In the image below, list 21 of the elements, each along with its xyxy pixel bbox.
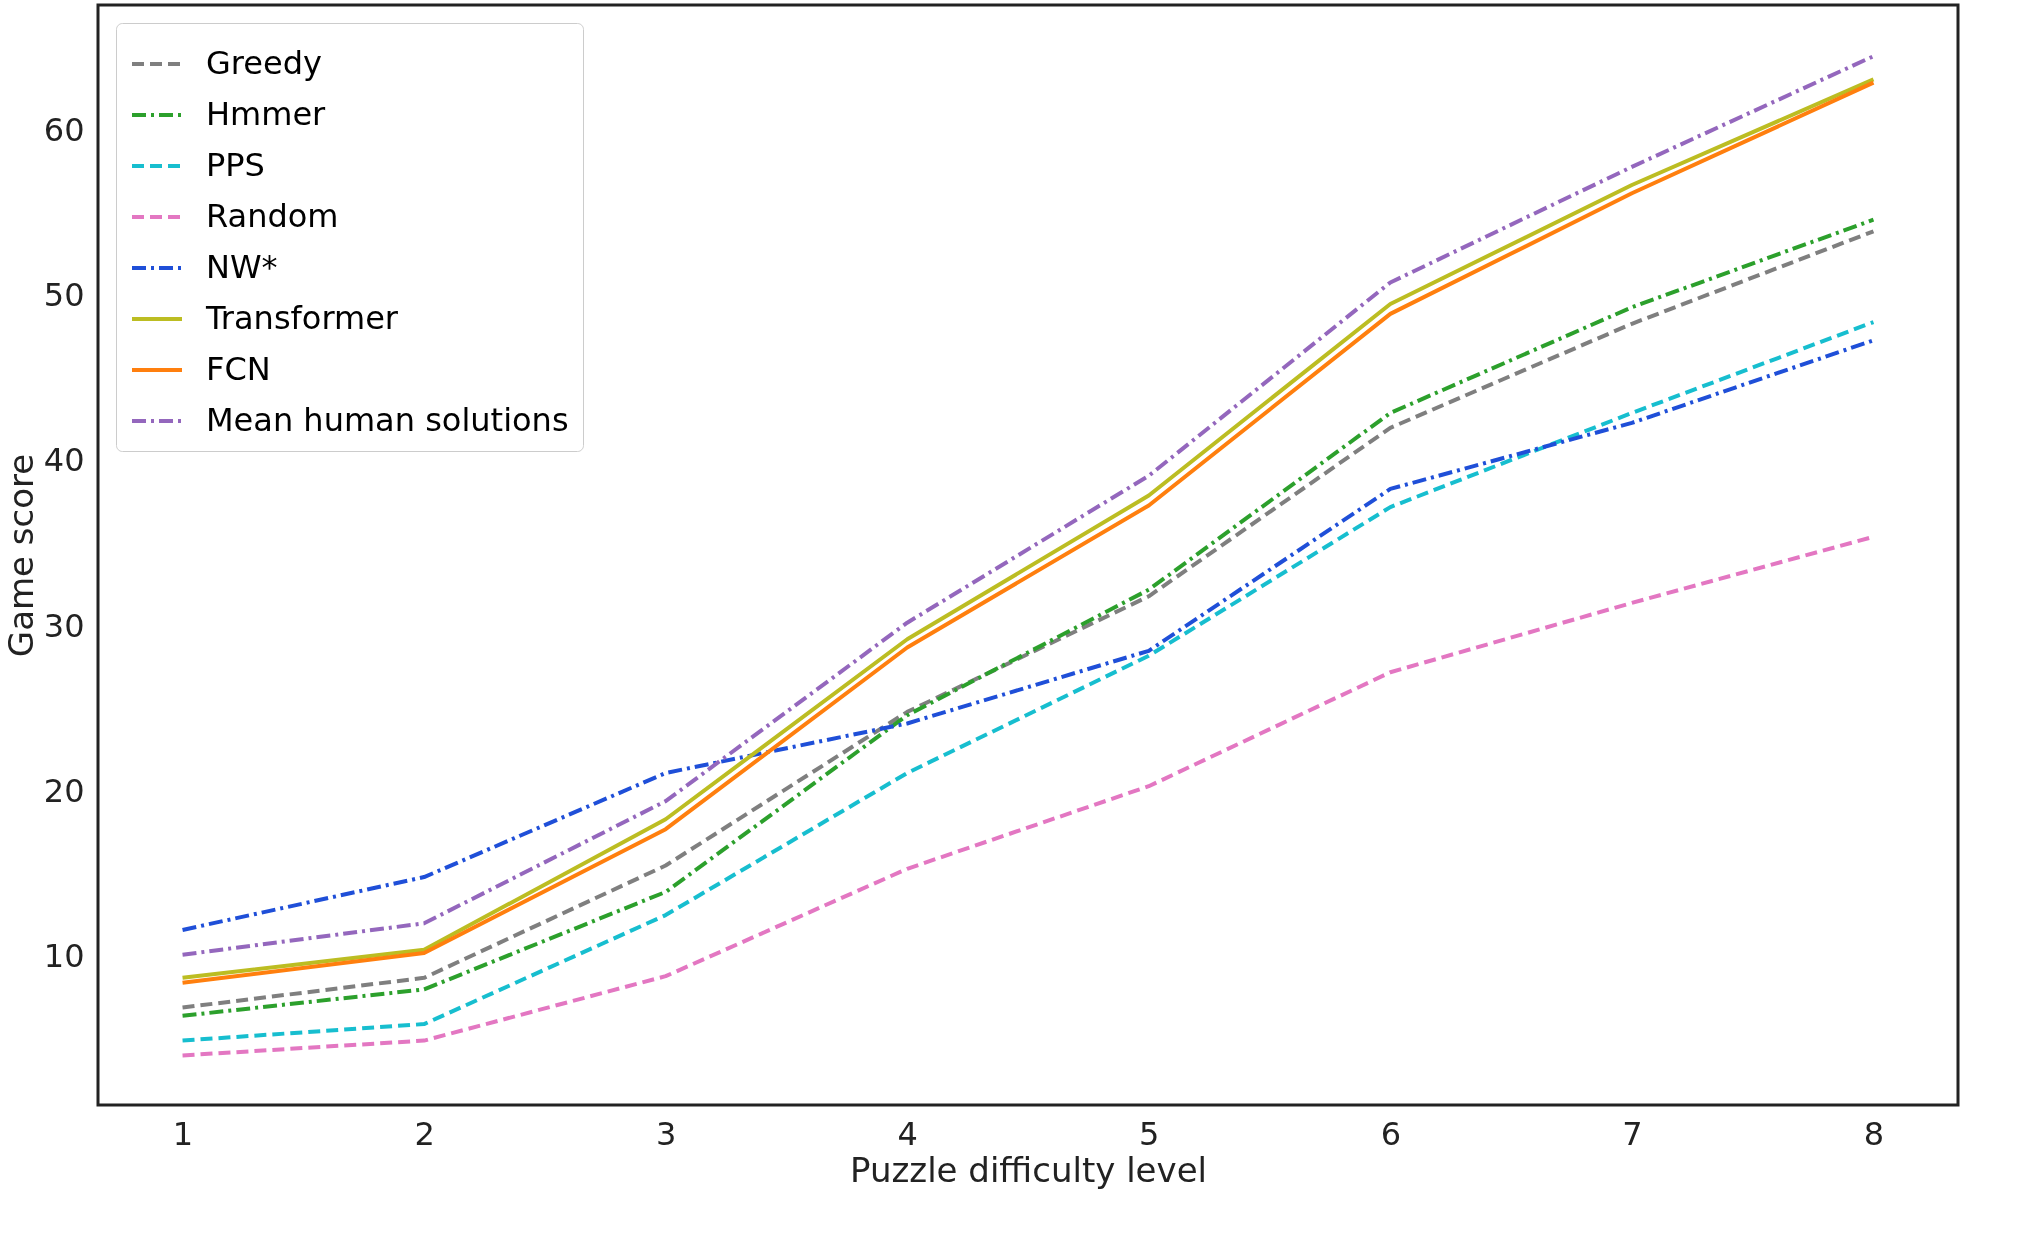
y-tick-label: 30 (43, 606, 85, 645)
legend-label: NW* (206, 248, 278, 286)
x-tick-label: 6 (1380, 1114, 1402, 1153)
x-tick-label: 8 (1863, 1114, 1885, 1153)
legend-label: Random (206, 197, 339, 235)
legend-label: Greedy (206, 44, 322, 82)
y-tick-label: 50 (43, 276, 85, 315)
y-tick-label: 60 (43, 111, 85, 150)
x-tick-label: 3 (655, 1114, 677, 1153)
legend-label: Mean human solutions (206, 401, 569, 439)
legend-label: PPS (206, 146, 265, 184)
x-tick-label: 2 (414, 1114, 435, 1153)
y-tick-label: 20 (43, 771, 85, 810)
legend-label: FCN (206, 350, 271, 388)
y-tick-label: 40 (43, 441, 85, 480)
x-tick-label: 7 (1622, 1114, 1643, 1153)
y-tick-label: 10 (43, 936, 85, 975)
y-axis-title: Game score (0, 453, 41, 658)
legend-label: Transformer (205, 299, 399, 337)
x-tick-label: 1 (172, 1114, 194, 1153)
legend-label: Hmmer (206, 95, 327, 133)
